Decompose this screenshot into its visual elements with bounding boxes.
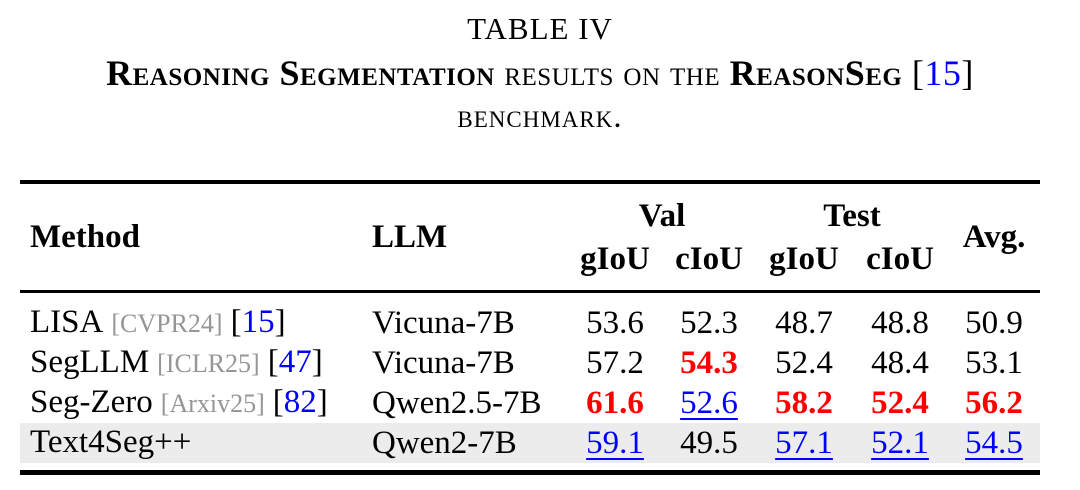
test-giou-cell: 58.2 — [775, 385, 833, 421]
val-ciou-cell: 52.6 — [680, 385, 738, 421]
test-ciou-cell: 52.1 — [852, 423, 949, 463]
method-name: Seg-Zero — [30, 384, 153, 420]
val-giou-cell: 57.2 — [586, 345, 644, 381]
spacer-row — [20, 463, 1040, 473]
cite-bracket-open: [ — [230, 304, 242, 340]
caption-emph-1: Reasoning Segmentation — [106, 52, 495, 93]
avg-cell: 56.2 — [965, 385, 1023, 421]
table-row: SegLLM [ICLR25] [47] Vicuna-7B 57.2 54.3 5… — [20, 343, 1040, 383]
venue-tag: [Arxiv25] — [160, 389, 265, 418]
val-ciou-cell: 54.3 — [680, 345, 738, 381]
method-cell: Text4Seg++ — [20, 423, 372, 463]
venue-tag: [ICLR25] — [157, 349, 260, 378]
caption-cite-bracket-open: [ — [902, 52, 925, 93]
val-giou-cell: 61.6 — [586, 385, 644, 421]
caption-emph-2: ReasonSeg — [729, 52, 903, 93]
caption-cite-bracket-close: ] — [961, 52, 974, 93]
method-cell: Seg-Zero [Arxiv25] [82] — [20, 383, 372, 423]
llm-cell: Vicuna-7B — [372, 345, 515, 381]
caption-benchmark: benchmark. — [457, 98, 623, 135]
table-header: Method LLM Val Test Avg. gIoU cIoU gIoU … — [20, 182, 1041, 292]
llm-cell: Qwen2-7B — [372, 423, 568, 463]
test-ciou-cell: 48.8 — [871, 305, 929, 341]
cite-bracket-open: [ — [272, 384, 284, 420]
method-name: Text4Seg++ — [30, 424, 192, 460]
caption-plain: results on the — [494, 52, 730, 93]
val-ciou-cell: 52.3 — [680, 305, 738, 341]
table-row-highlighted: Text4Seg++ Qwen2-7B 59.1 49.5 57.1 52.1 … — [20, 423, 1041, 463]
col-header-avg: Avg. — [962, 218, 1026, 255]
test-giou-cell: 48.7 — [775, 305, 833, 341]
citation-link[interactable]: 15 — [241, 304, 275, 340]
test-giou-cell: 57.1 — [756, 423, 853, 463]
test-ciou-cell: 52.4 — [871, 385, 929, 421]
col-header-val-giou: gIoU — [580, 241, 650, 277]
caption-citation-link[interactable]: 15 — [924, 52, 962, 93]
citation-ref: [15] — [231, 304, 286, 340]
col-header-method: Method — [30, 218, 140, 255]
avg-cell: 50.9 — [965, 305, 1023, 341]
method-cell: SegLLM [ICLR25] [47] — [20, 343, 372, 383]
col-header-test-ciou: cIoU — [866, 241, 934, 277]
table-row: LISA [CVPR24] [15] Vicuna-7B 53.6 52.3 48.… — [20, 292, 1040, 344]
col-header-val-ciou: cIoU — [675, 241, 743, 277]
val-giou-cell: 59.1 — [568, 423, 662, 463]
test-ciou-cell: 48.4 — [871, 345, 929, 381]
caption-text: Reasoning Segmentation results on the Re… — [0, 51, 1080, 96]
table-caption: TABLE IV Reasoning Segmentation results … — [0, 10, 1080, 138]
method-name: LISA — [30, 304, 104, 340]
header-sub-row: gIoU cIoU gIoU cIoU — [20, 237, 1040, 292]
table-body: LISA [CVPR24] [15] Vicuna-7B 53.6 52.3 48.… — [20, 292, 1041, 473]
llm-cell: Qwen2.5-7B — [372, 385, 542, 421]
method-name: SegLLM — [30, 344, 150, 380]
citation-ref: [82] — [273, 384, 328, 420]
citation-ref: [47] — [268, 344, 323, 380]
cite-bracket-close: ] — [274, 304, 286, 340]
spacer-cell — [20, 463, 1040, 473]
col-group-test: Test — [823, 198, 881, 234]
header-group-row: Method LLM Val Test Avg. — [20, 182, 1040, 253]
val-ciou-cell: 49.5 — [662, 423, 757, 463]
avg-cell: 54.5 — [948, 423, 1041, 463]
caption-label: TABLE IV — [467, 11, 613, 46]
val-giou-cell: 53.6 — [586, 305, 644, 341]
method-cell: LISA [CVPR24] [15] — [20, 292, 372, 344]
results-table: Method LLM Val Test Avg. gIoU cIoU gIoU … — [20, 180, 1041, 475]
cite-bracket-open: [ — [267, 344, 279, 380]
table-row: Seg-Zero [Arxiv25] [82] Qwen2.5-7B 61.6 52… — [20, 383, 1040, 423]
citation-link[interactable]: 47 — [278, 344, 312, 380]
col-group-val: Val — [638, 198, 686, 234]
avg-cell: 53.1 — [965, 345, 1023, 381]
col-header-llm: LLM — [372, 218, 448, 255]
cite-bracket-close: ] — [316, 384, 328, 420]
cite-bracket-close: ] — [311, 344, 323, 380]
venue-tag: [CVPR24] — [111, 309, 223, 338]
citation-link[interactable]: 82 — [283, 384, 317, 420]
llm-cell: Vicuna-7B — [372, 305, 515, 341]
col-header-test-giou: gIoU — [769, 241, 839, 277]
test-giou-cell: 52.4 — [775, 345, 833, 381]
